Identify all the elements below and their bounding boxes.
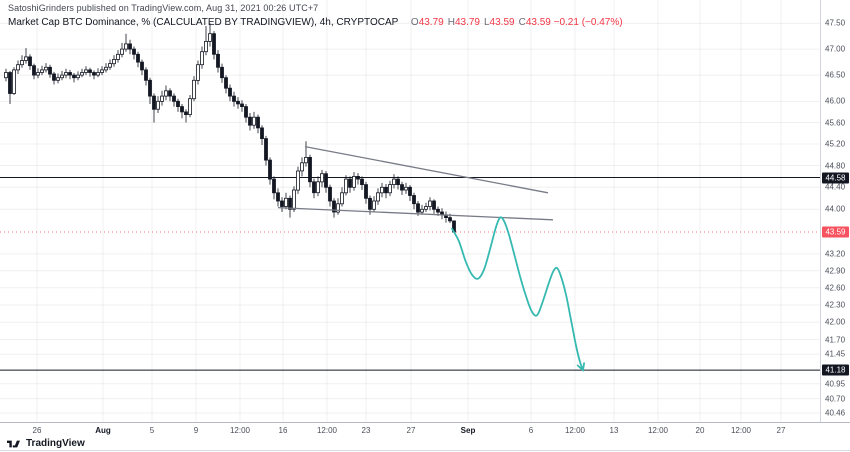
price-axis-label: 46.50 [825, 70, 846, 80]
price-axis-label: 45.20 [825, 139, 846, 149]
time-axis-label: 23 [361, 426, 371, 435]
chart-canvas[interactable] [0, 0, 820, 422]
time-axis-label: 20 [695, 426, 705, 435]
forecast-arrowhead [576, 362, 585, 372]
ohlc-close-label: C [518, 17, 526, 28]
forecast-drawing[interactable] [451, 216, 585, 372]
time-axis-label: 5 [149, 426, 155, 435]
tradingview-logo-icon [7, 440, 20, 448]
price-axis-label: 44.00 [825, 204, 846, 214]
price-axis-label: 44.80 [825, 161, 846, 170]
level-price-label: 41.18 [822, 364, 849, 376]
time-axis-label: 12:00 [229, 426, 251, 435]
price-axis-label: 42.90 [825, 266, 846, 276]
gridlines [0, 0, 820, 422]
price-axis-label: 41.70 [825, 335, 846, 345]
price-axis[interactable]: 47.50 47.00 46.50 46.00 45.60 45.20 44.80 44.40… [820, 0, 850, 422]
last-price-label: 43.59 [822, 226, 849, 238]
ohlc-low-label: L [483, 17, 490, 28]
time-axis-label: 27 [406, 426, 416, 435]
price-axis-label: 40.46 [825, 408, 846, 418]
price-axis-label: 47.00 [825, 44, 846, 54]
ohlc-high-value: 43.79 [454, 17, 480, 28]
time-axis-label: 26 [32, 426, 42, 435]
time-axis-label: 12:00 [564, 426, 586, 435]
time-axis-label: 13 [609, 426, 619, 435]
time-axis-label: Aug [95, 426, 111, 435]
price-axis-label: 40.95 [825, 379, 846, 389]
ohlc-low-value: 43.59 [489, 17, 515, 28]
attribution-text: SatoshiGrinders published on TradingView… [8, 3, 319, 13]
footer-bar: TradingView [0, 438, 850, 450]
symbol-legend[interactable]: Market Cap BTC Dominance, % (CALCULATED … [8, 17, 623, 28]
ohlc-open-value: 43.79 [418, 17, 444, 28]
price-axis-label: 42.30 [825, 300, 846, 310]
change-value: −0.21 (−0.47%) [553, 17, 623, 28]
ohlc-readout: O43.79 H43.79 L43.59 C43.59 −0.21 (−0.47%) [407, 17, 623, 28]
time-axis-label: 12:00 [316, 426, 338, 435]
candlestick-series[interactable] [4, 23, 456, 233]
time-axis-label: 16 [278, 426, 288, 435]
ohlc-high-label: H [447, 17, 455, 28]
time-axis-label: 27 [776, 426, 786, 435]
price-axis-label: 42.60 [825, 283, 846, 293]
time-axis-label: 12:00 [647, 426, 669, 435]
price-axis-label: 41.45 [825, 349, 846, 359]
time-axis-label: 9 [193, 426, 199, 435]
price-axis-label: 42.00 [825, 317, 846, 327]
price-axis-label: 45.60 [825, 118, 846, 127]
time-axis-label: 12:00 [730, 426, 752, 435]
tradingview-logo-text: TradingView [26, 438, 85, 449]
ohlc-close-value: 43.59 [525, 17, 551, 28]
price-axis-label: 40.70 [825, 394, 846, 404]
trendline-upper[interactable] [304, 145, 549, 194]
tradingview-logo[interactable]: TradingView [7, 438, 85, 449]
price-axis-label: 43.20 [825, 249, 846, 259]
time-axis-label: Sep [460, 426, 476, 435]
symbol-title[interactable]: Market Cap BTC Dominance, % (CALCULATED … [8, 17, 399, 28]
time-axis-label: 6 [528, 426, 534, 435]
time-axis[interactable]: 26 Aug 5 9 12:00 16 12:00 23 27 Sep 6 12:00 13 12:00 2… [0, 422, 850, 438]
price-axis-label: 47.50 [825, 18, 846, 28]
price-axis-label: 46.00 [825, 96, 846, 106]
trendline-lower[interactable] [277, 206, 554, 221]
chart-header: SatoshiGrinders published on TradingView… [8, 3, 623, 28]
ohlc-open-label: O [410, 17, 419, 28]
price-axis-label: 44.40 [825, 182, 846, 192]
level-price-label: 44.58 [822, 172, 849, 183]
footer-divider [0, 450, 850, 451]
